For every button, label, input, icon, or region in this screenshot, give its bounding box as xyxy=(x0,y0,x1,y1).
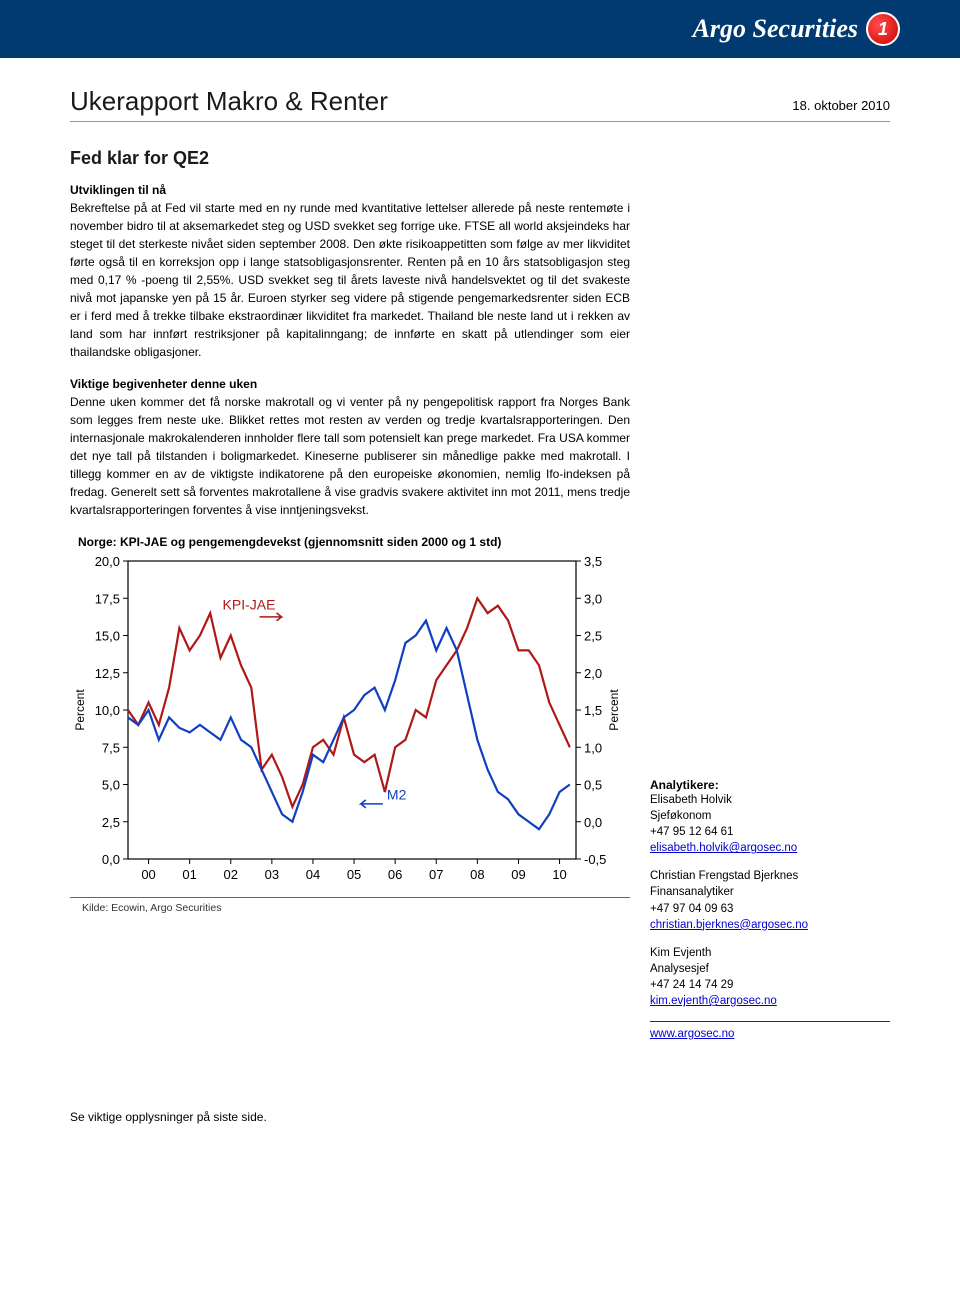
svg-text:1,5: 1,5 xyxy=(584,703,602,718)
svg-text:03: 03 xyxy=(265,867,279,882)
analyst-name: Elisabeth Holvik xyxy=(650,794,732,806)
analyst-phone: +47 24 14 74 29 xyxy=(650,979,733,991)
analyst-phone: +47 97 04 09 63 xyxy=(650,903,733,915)
svg-text:20,0: 20,0 xyxy=(95,554,120,569)
svg-text:-0,5: -0,5 xyxy=(584,852,606,867)
analyst-phone: +47 95 12 64 61 xyxy=(650,826,733,838)
analyst-role: Analysesjef xyxy=(650,963,709,975)
svg-text:M2: M2 xyxy=(387,786,407,802)
svg-text:10: 10 xyxy=(552,867,566,882)
svg-text:01: 01 xyxy=(182,867,196,882)
analyst-role: Sjeføkonom xyxy=(650,810,711,822)
section-heading: Utviklingen til nå xyxy=(70,183,630,197)
analyst-entry: Elisabeth Holvik Sjeføkonom +47 95 12 64… xyxy=(650,792,890,856)
brand-header: Argo Securities 1 xyxy=(0,0,960,58)
page-title: Ukerapport Makro & Renter xyxy=(70,86,388,117)
analyst-name: Christian Frengstad Bjerknes xyxy=(650,870,798,882)
analysts-heading: Analytikere: xyxy=(650,778,890,792)
section-block: Utviklingen til nå Bekreftelse på at Fed… xyxy=(70,183,630,361)
analyst-email-link[interactable]: christian.bjerknes@argosec.no xyxy=(650,919,808,931)
svg-text:3,5: 3,5 xyxy=(584,554,602,569)
section-body: Bekreftelse på at Fed vil starte med en … xyxy=(70,199,630,361)
svg-text:17,5: 17,5 xyxy=(95,591,120,606)
analyst-name: Kim Evjenth xyxy=(650,947,711,959)
report-date: 18. oktober 2010 xyxy=(792,98,890,113)
svg-text:08: 08 xyxy=(470,867,484,882)
svg-text:7,5: 7,5 xyxy=(102,740,120,755)
analysts-box: Analytikere: Elisabeth Holvik Sjeføkonom… xyxy=(650,778,890,1009)
svg-text:3,0: 3,0 xyxy=(584,591,602,606)
svg-text:15,0: 15,0 xyxy=(95,629,120,644)
svg-text:5,0: 5,0 xyxy=(102,778,120,793)
svg-text:0,5: 0,5 xyxy=(584,778,602,793)
svg-text:0,0: 0,0 xyxy=(102,852,120,867)
chart-title: Norge: KPI-JAE og pengemengdevekst (gjen… xyxy=(70,535,630,549)
brand-name: Argo Securities xyxy=(693,14,858,44)
analyst-role: Finansanalytiker xyxy=(650,886,734,898)
svg-text:12,5: 12,5 xyxy=(95,666,120,681)
report-subtitle: Fed klar for QE2 xyxy=(70,148,630,169)
svg-text:05: 05 xyxy=(347,867,361,882)
chart-svg: 0,0 2,5 5,0 7,5 10,0 12,5 15,0 17,5 20,0 -0,5 0,0 0… xyxy=(70,551,630,891)
svg-text:2,5: 2,5 xyxy=(102,815,120,830)
analyst-email-link[interactable]: elisabeth.holvik@argosec.no xyxy=(650,842,797,854)
svg-text:Percent: Percent xyxy=(607,689,621,731)
site-link-row: www.argosec.no xyxy=(650,1021,890,1040)
analyst-entry: Kim Evjenth Analysesjef +47 24 14 74 29 … xyxy=(650,945,890,1009)
site-link[interactable]: www.argosec.no xyxy=(650,1028,734,1040)
svg-text:07: 07 xyxy=(429,867,443,882)
svg-text:09: 09 xyxy=(511,867,525,882)
section-block: Viktige begivenheter denne uken Denne uk… xyxy=(70,377,630,519)
chart: 0,0 2,5 5,0 7,5 10,0 12,5 15,0 17,5 20,0 -0,5 0,0 0… xyxy=(70,551,630,891)
svg-text:02: 02 xyxy=(224,867,238,882)
section-heading: Viktige begivenheter denne uken xyxy=(70,377,630,391)
svg-text:2,5: 2,5 xyxy=(584,629,602,644)
svg-text:KPI-JAE: KPI-JAE xyxy=(223,596,276,612)
section-body: Denne uken kommer det få norske makrotal… xyxy=(70,393,630,519)
svg-text:06: 06 xyxy=(388,867,402,882)
brand: Argo Securities 1 xyxy=(693,12,900,46)
svg-text:2,0: 2,0 xyxy=(584,666,602,681)
svg-text:04: 04 xyxy=(306,867,320,882)
svg-text:00: 00 xyxy=(141,867,155,882)
brand-badge-icon: 1 xyxy=(866,12,900,46)
title-row: Ukerapport Makro & Renter 18. oktober 20… xyxy=(70,86,890,122)
svg-text:1,0: 1,0 xyxy=(584,740,602,755)
chart-source: Kilde: Ecowin, Argo Securities xyxy=(70,897,630,914)
svg-text:Percent: Percent xyxy=(73,689,87,731)
svg-text:0,0: 0,0 xyxy=(584,815,602,830)
analyst-entry: Christian Frengstad Bjerknes Finansanaly… xyxy=(650,868,890,932)
analyst-email-link[interactable]: kim.evjenth@argosec.no xyxy=(650,995,777,1007)
svg-text:10,0: 10,0 xyxy=(95,703,120,718)
footer-note: Se viktige opplysninger på siste side. xyxy=(70,1110,890,1124)
